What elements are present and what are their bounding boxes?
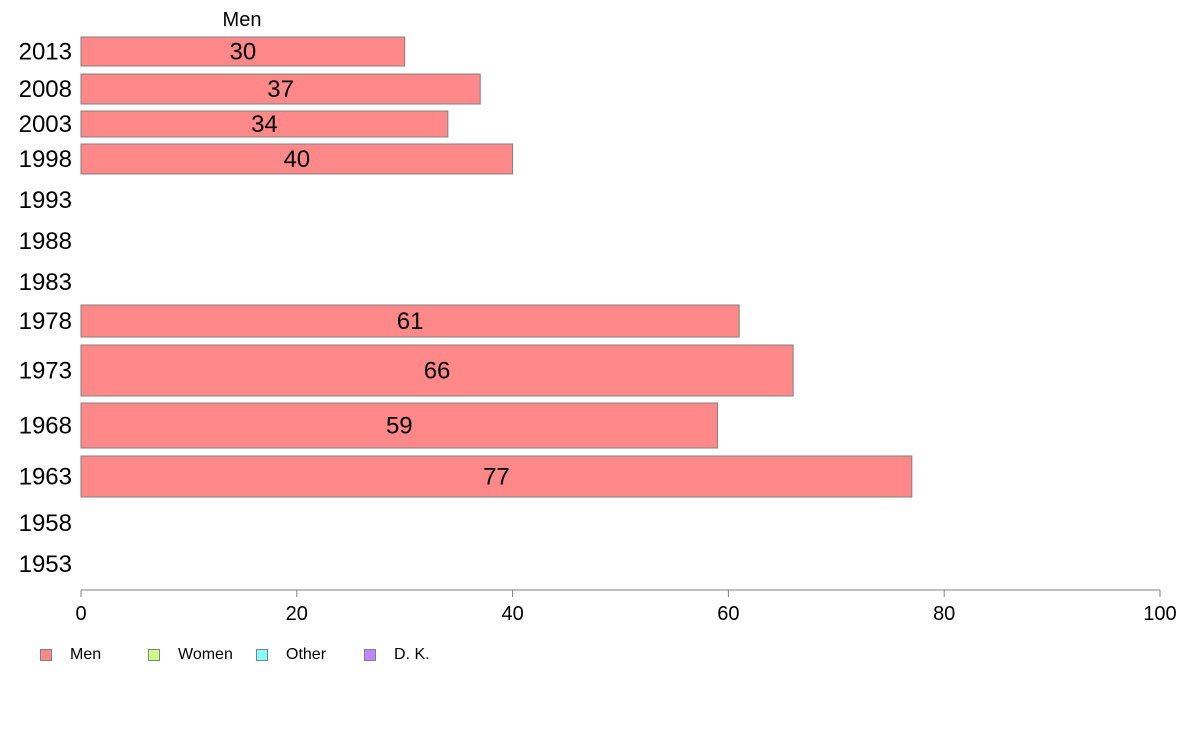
legend-item-other: Other	[256, 645, 352, 665]
legend-swatch-women	[148, 649, 160, 661]
category-label: 1963	[19, 464, 72, 491]
data-label: 77	[483, 464, 510, 491]
bar	[80, 344, 794, 397]
category-label: 1978	[19, 308, 72, 335]
category-label: 1998	[19, 146, 72, 173]
bar	[80, 304, 740, 338]
legend-swatch-dk	[364, 649, 376, 661]
legend-label-men: Men	[70, 646, 102, 663]
bar	[80, 110, 449, 138]
data-label: 34	[251, 111, 278, 138]
x-tick-label: 80	[933, 603, 955, 625]
x-tick-label: 60	[717, 603, 739, 625]
category-label: 2013	[19, 39, 72, 66]
chart-legend: Men Women Other D. K.	[40, 645, 442, 665]
category-label: 1973	[19, 358, 72, 385]
x-tick-label: 20	[286, 603, 308, 625]
legend-item-men: Men	[40, 645, 136, 665]
data-label: 59	[386, 413, 413, 440]
bar	[80, 73, 481, 105]
data-label: 66	[424, 358, 451, 385]
category-label: 2008	[19, 76, 72, 103]
data-label: 40	[283, 146, 310, 173]
category-label: 1993	[19, 187, 72, 214]
category-label: 1988	[19, 228, 72, 255]
x-tick-label: 0	[75, 603, 86, 625]
legend-swatch-other	[256, 649, 268, 661]
category-label: 1983	[19, 269, 72, 296]
bar	[80, 402, 719, 449]
x-tick-label: 40	[501, 603, 523, 625]
legend-label-women: Women	[178, 646, 233, 663]
data-label: 61	[397, 308, 424, 335]
data-label: 37	[267, 76, 294, 103]
legend-swatch-men	[40, 649, 52, 661]
category-label: 1958	[19, 510, 72, 537]
x-tick-label: 100	[1143, 603, 1176, 625]
category-label: 1968	[19, 413, 72, 440]
category-label: 2003	[19, 111, 72, 138]
legend-label-other: Other	[286, 646, 327, 663]
bar	[80, 455, 913, 498]
bar	[80, 36, 406, 67]
chart-title: Men	[223, 9, 262, 31]
category-label: 1953	[19, 551, 72, 578]
legend-label-dk: D. K.	[394, 646, 430, 663]
data-label: 30	[229, 39, 256, 66]
bar	[80, 143, 514, 175]
legend-item-dk: D. K.	[364, 645, 430, 665]
legend-item-women: Women	[148, 645, 244, 665]
